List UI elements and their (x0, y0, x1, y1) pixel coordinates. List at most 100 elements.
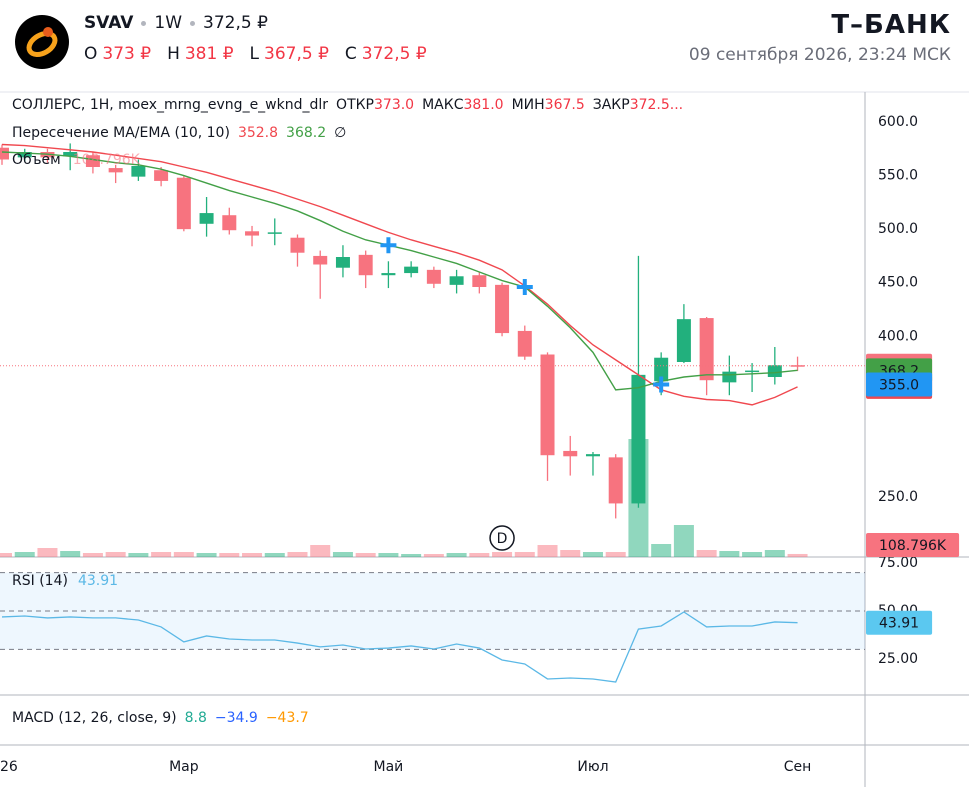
price-tag-label: 43.91 (879, 616, 919, 632)
candle-body (358, 254, 373, 276)
volume-bar (196, 553, 217, 557)
volume-bar (82, 553, 103, 557)
volume-bar (742, 552, 763, 557)
legend-item: MACD (12, 26, close, 9) (12, 710, 177, 726)
candle-body (154, 170, 169, 181)
ma-line (1, 143, 798, 406)
y-tick-label: 400.0 (878, 328, 918, 344)
candle-body (63, 152, 78, 157)
legend-item: ЗАКР (593, 97, 630, 113)
candle-body (290, 237, 305, 253)
candle-body (426, 269, 441, 284)
legend: MACD (12, 26, close, 9) 8.8 −34.9 −43.7 (12, 710, 309, 726)
candle-body (790, 365, 805, 367)
candle-body (176, 177, 191, 230)
x-tick-label: Июл (577, 759, 608, 775)
volume-bar (537, 545, 558, 557)
legend-item: 373.0 (374, 97, 414, 113)
candle-body (585, 454, 600, 457)
candle-body (631, 374, 646, 504)
logo-swirl (26, 31, 58, 57)
ohlc-label: L (249, 44, 260, 64)
candle-body (654, 357, 669, 382)
rsi-tick-label: 25.00 (878, 651, 918, 667)
symbol-line: SVAV 1W 372,5 ₽ (84, 13, 268, 33)
y-tick-label: 250.0 (878, 489, 918, 505)
ohlc-label: C (344, 44, 357, 64)
legend: Объем 108.796K (12, 152, 141, 168)
legend-item: 8.8 (185, 710, 207, 726)
volume-bar (355, 553, 376, 557)
ohlc-value: 381 ₽ (184, 44, 234, 64)
volume-bar (14, 552, 35, 557)
legend-item: −43.7 (266, 710, 309, 726)
candle-body (563, 450, 578, 457)
candle-body (472, 275, 487, 287)
legend-item: 372.5... (630, 97, 683, 113)
legend-item: 381.0 (463, 97, 503, 113)
volume-bar (128, 553, 149, 557)
datetime: 09 сентября 2026, 23:24 МСК (688, 45, 951, 65)
dividend-label: D (497, 531, 508, 547)
rsi-line (1, 611, 798, 683)
volume-bar (673, 525, 694, 557)
ohlc-label: O (84, 44, 98, 64)
volume-bar (764, 550, 785, 557)
candle-body (404, 266, 419, 274)
ohlc-value: 367,5 ₽ (264, 44, 329, 64)
x-tick-label: Май (374, 759, 404, 775)
legend-item: Пересечение MA/EMA (10, 10) (12, 125, 230, 141)
legend-item: МИН (512, 97, 545, 113)
volume-bar (787, 553, 808, 557)
x-tick-label: Сен (784, 759, 812, 775)
volume-bar (264, 553, 285, 557)
volume-bar (332, 552, 353, 557)
cross-marker (516, 279, 533, 295)
ohlc-value: 373 ₽ (102, 44, 152, 64)
volume-bar (151, 552, 172, 557)
candle-body (222, 215, 237, 231)
candle-body (767, 365, 782, 377)
price-pane: D (0, 143, 865, 557)
legend-item: ∅ (334, 125, 346, 141)
legend: СОЛЛЕРС, 1H, moex_mrng_evng_e_wknd_dlr ОТ… (12, 97, 683, 113)
candle-body (108, 168, 123, 173)
volume-bar (582, 552, 603, 557)
legend-item: 108.796K (73, 152, 141, 168)
legend-item: ОТКР (336, 97, 374, 113)
price-tag (866, 610, 933, 635)
separator (141, 20, 147, 26)
legend-item: 352.8 (238, 125, 278, 141)
y-tick-label: 500.0 (878, 221, 918, 237)
candle-body (449, 276, 464, 285)
ohlc-line: O 373 ₽ H 381 ₽ L 367,5 ₽ C 372,5 ₽ (84, 44, 427, 64)
candle-body (131, 165, 146, 177)
volume-bar (105, 552, 126, 557)
cross-marker (653, 376, 670, 393)
candle-body (608, 457, 623, 504)
legend-item: Объем (12, 152, 61, 168)
candle-body (495, 284, 510, 334)
legend-item: −34.9 (215, 710, 258, 726)
volume-bar (378, 553, 399, 557)
volume-bar (605, 552, 626, 557)
price-tag (866, 372, 933, 397)
volume-bar (310, 545, 331, 557)
volume-bar (423, 554, 444, 557)
volume-bar (242, 553, 263, 557)
logo-dot (43, 27, 53, 37)
candle-body (722, 371, 737, 383)
ohlc-value: 372,5 ₽ (361, 44, 427, 64)
volume-bar (514, 552, 535, 557)
candle-body (245, 231, 260, 236)
candle-body (745, 370, 760, 373)
logo (15, 15, 69, 69)
candle-body (85, 155, 100, 167)
volume-bar (492, 552, 513, 557)
price: 372,5 ₽ (203, 13, 268, 33)
cross-marker (380, 237, 397, 254)
volume-bar (560, 550, 581, 557)
legend-item: МАКС (422, 97, 464, 113)
